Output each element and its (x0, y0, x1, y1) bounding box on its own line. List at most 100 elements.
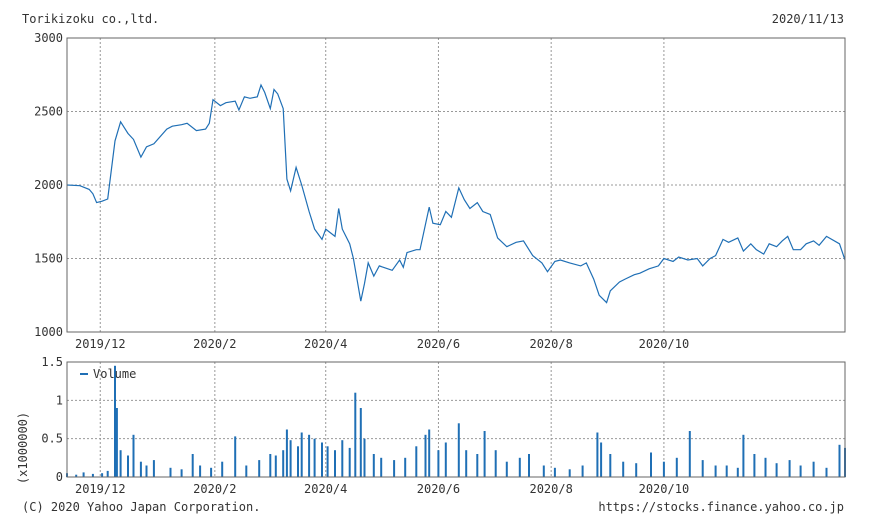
volume-y-axis-label: (x1000000) (16, 412, 30, 484)
volume-x-tick-label: 2020/8 (529, 482, 572, 496)
volume-bar (127, 455, 129, 477)
volume-panel-frame (66, 361, 846, 478)
volume-bar (622, 461, 625, 477)
volume-bar (282, 450, 285, 477)
volume-x-ticks: 2019/12 2020/2 2020/4 2020/6 2020/8 2020/10 (75, 482, 689, 496)
volume-bar (568, 469, 571, 477)
volume-bar (119, 450, 122, 477)
copyright-text: (C) 2020 Yahoo Japan Corporation. (22, 500, 261, 514)
volume-bar (424, 434, 427, 477)
volume-bar (393, 460, 396, 477)
volume-bar (234, 436, 237, 477)
volume-x-tick-label: 2020/2 (193, 482, 236, 496)
price-x-ticks: 2019/12 2020/2 2020/4 2020/6 2020/8 2020/10 (75, 337, 689, 351)
legend-label: Volume (93, 367, 136, 381)
volume-bar (812, 461, 815, 477)
volume-bar (114, 365, 116, 477)
volume-bar (145, 465, 148, 477)
price-y-tick-label: 2500 (34, 105, 63, 119)
volume-bar (191, 454, 194, 477)
volume-bar (688, 431, 691, 477)
volume-bar (289, 440, 292, 477)
price-y-tick-label: 1000 (34, 325, 63, 339)
volume-bar (258, 460, 261, 477)
volume-bar (542, 465, 545, 477)
volume-bar (483, 431, 486, 477)
volume-bar (799, 465, 802, 477)
volume-bar (199, 465, 202, 477)
volume-bar (334, 450, 336, 477)
volume-bar (714, 465, 717, 477)
volume-bar (321, 442, 323, 477)
volume-bar (494, 450, 497, 477)
volume-bar (596, 432, 599, 477)
volume-bar (359, 408, 362, 477)
volume-x-tick-label: 2020/10 (639, 482, 690, 496)
price-y-tick-label: 3000 (34, 31, 63, 45)
volume-bar (75, 474, 78, 477)
volume-y-ticks: 0 0.5 1 1.5 (41, 355, 63, 484)
volume-bar (736, 467, 739, 477)
volume-bar (675, 457, 678, 477)
volume-bar (180, 469, 183, 477)
volume-bar (825, 467, 828, 477)
volume-bar (753, 454, 756, 477)
volume-bar (701, 460, 704, 477)
volume-bar (152, 460, 155, 477)
volume-bar (444, 442, 447, 477)
price-line-layer (66, 83, 846, 304)
price-grid (67, 38, 845, 332)
volume-bar (285, 429, 288, 477)
price-x-tick-label: 2020/2 (193, 337, 236, 351)
volume-bar (210, 467, 213, 477)
volume-bar (82, 472, 85, 477)
volume-bar (662, 461, 665, 477)
volume-x-tick-label: 2020/6 (417, 482, 460, 496)
volume-y-tick-label: 0.5 (41, 432, 63, 446)
volume-grid (67, 362, 845, 477)
price-x-tick-label: 2020/10 (639, 337, 690, 351)
volume-bar (553, 467, 556, 477)
volume-bar (581, 465, 584, 477)
volume-bar (354, 392, 357, 477)
volume-bar (326, 446, 329, 477)
volume-bar (274, 455, 277, 477)
volume-legend: Volume (80, 367, 136, 381)
volume-bar (341, 440, 344, 477)
volume-bar (245, 465, 248, 477)
chart-title: Torikizoku co.,ltd. (22, 12, 160, 26)
volume-bars (66, 365, 846, 477)
price-y-tick-label: 2000 (34, 178, 63, 192)
volume-bar (635, 463, 638, 477)
volume-bar (788, 460, 791, 477)
price-panel-frame (66, 37, 846, 333)
volume-x-tick-label: 2020/4 (304, 482, 347, 496)
volume-bar (169, 467, 172, 477)
volume-bar (139, 461, 142, 477)
chart-date: 2020/11/13 (771, 12, 844, 26)
price-x-tick-label: 2019/12 (75, 337, 126, 351)
volume-bar (476, 454, 479, 477)
volume-bar (313, 438, 316, 477)
volume-bar (115, 408, 118, 477)
volume-bar (518, 457, 521, 477)
volume-bar (465, 450, 468, 477)
volume-bar (308, 434, 311, 477)
volume-y-tick-label: 1.5 (41, 355, 63, 369)
volume-x-tick-label: 2019/12 (75, 482, 126, 496)
volume-bar (300, 432, 303, 477)
volume-bar (415, 446, 418, 477)
volume-bar (725, 465, 728, 477)
volume-bar (650, 452, 652, 477)
price-y-tick-label: 1500 (34, 252, 63, 266)
source-url: https://stocks.finance.yahoo.co.jp (598, 500, 844, 514)
volume-y-tick-label: 1 (56, 393, 63, 407)
price-x-tick-label: 2020/6 (417, 337, 460, 351)
volume-bar (380, 457, 383, 477)
volume-bar (457, 423, 460, 477)
volume-y-tick-label: 0 (56, 470, 63, 484)
volume-bar (775, 463, 778, 477)
price-y-ticks: 1000 1500 2000 2500 3000 (34, 31, 63, 339)
volume-bar (269, 454, 272, 477)
